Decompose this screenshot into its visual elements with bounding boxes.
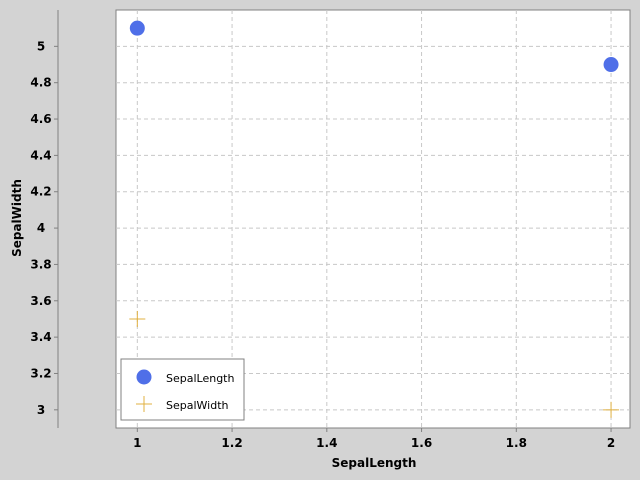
- y-tick-label: 4.4: [30, 148, 51, 162]
- x-axis-ticks: 1 1.2 1.4 1.6 1.8 2: [133, 428, 615, 450]
- point-sepalwidth: [129, 310, 146, 327]
- x-tick-label: 1.2: [221, 436, 242, 450]
- x-tick-label: 1.6: [411, 436, 432, 450]
- y-tick-label: 3.8: [30, 257, 51, 271]
- legend-label-sepalwidth: SepalWidth: [166, 399, 229, 412]
- legend: SepalLength SepalWidth: [120, 358, 245, 421]
- x-axis-title: SepalLength: [332, 456, 417, 470]
- y-tick-label: 3: [37, 403, 45, 417]
- data-points: [129, 20, 620, 418]
- y-tick-label: 4: [37, 221, 45, 235]
- point-sepalwidth: [603, 401, 620, 418]
- y-tick-label: 4.2: [30, 185, 51, 199]
- x-tick-label: 1.4: [316, 436, 337, 450]
- plot-area: [115, 9, 631, 429]
- y-axis-title: SepalWidth: [10, 179, 24, 257]
- legend-label-sepallength: SepalLength: [166, 372, 234, 385]
- point-sepallength: [129, 20, 145, 36]
- y-tick-label: 3.4: [30, 330, 51, 344]
- y-tick-label: 4.8: [30, 76, 51, 90]
- legend-marker-sepallength: [136, 369, 152, 385]
- y-tick-label: 5: [37, 39, 45, 53]
- x-tick-label: 1: [133, 436, 141, 450]
- x-tick-label: 2: [607, 436, 615, 450]
- y-tick-label: 3.2: [30, 366, 51, 380]
- point-sepallength: [603, 57, 619, 73]
- y-tick-label: 4.6: [30, 112, 51, 126]
- legend-box: [120, 358, 245, 421]
- x-tick-label: 1.8: [506, 436, 527, 450]
- y-tick-label: 3.6: [30, 294, 51, 308]
- legend-marker-sepalwidth: [136, 396, 152, 412]
- y-axis-ticks: 3 3.2 3.4 3.6 3.8 4 4.2 4.4 4.6 4.8 5: [30, 39, 58, 417]
